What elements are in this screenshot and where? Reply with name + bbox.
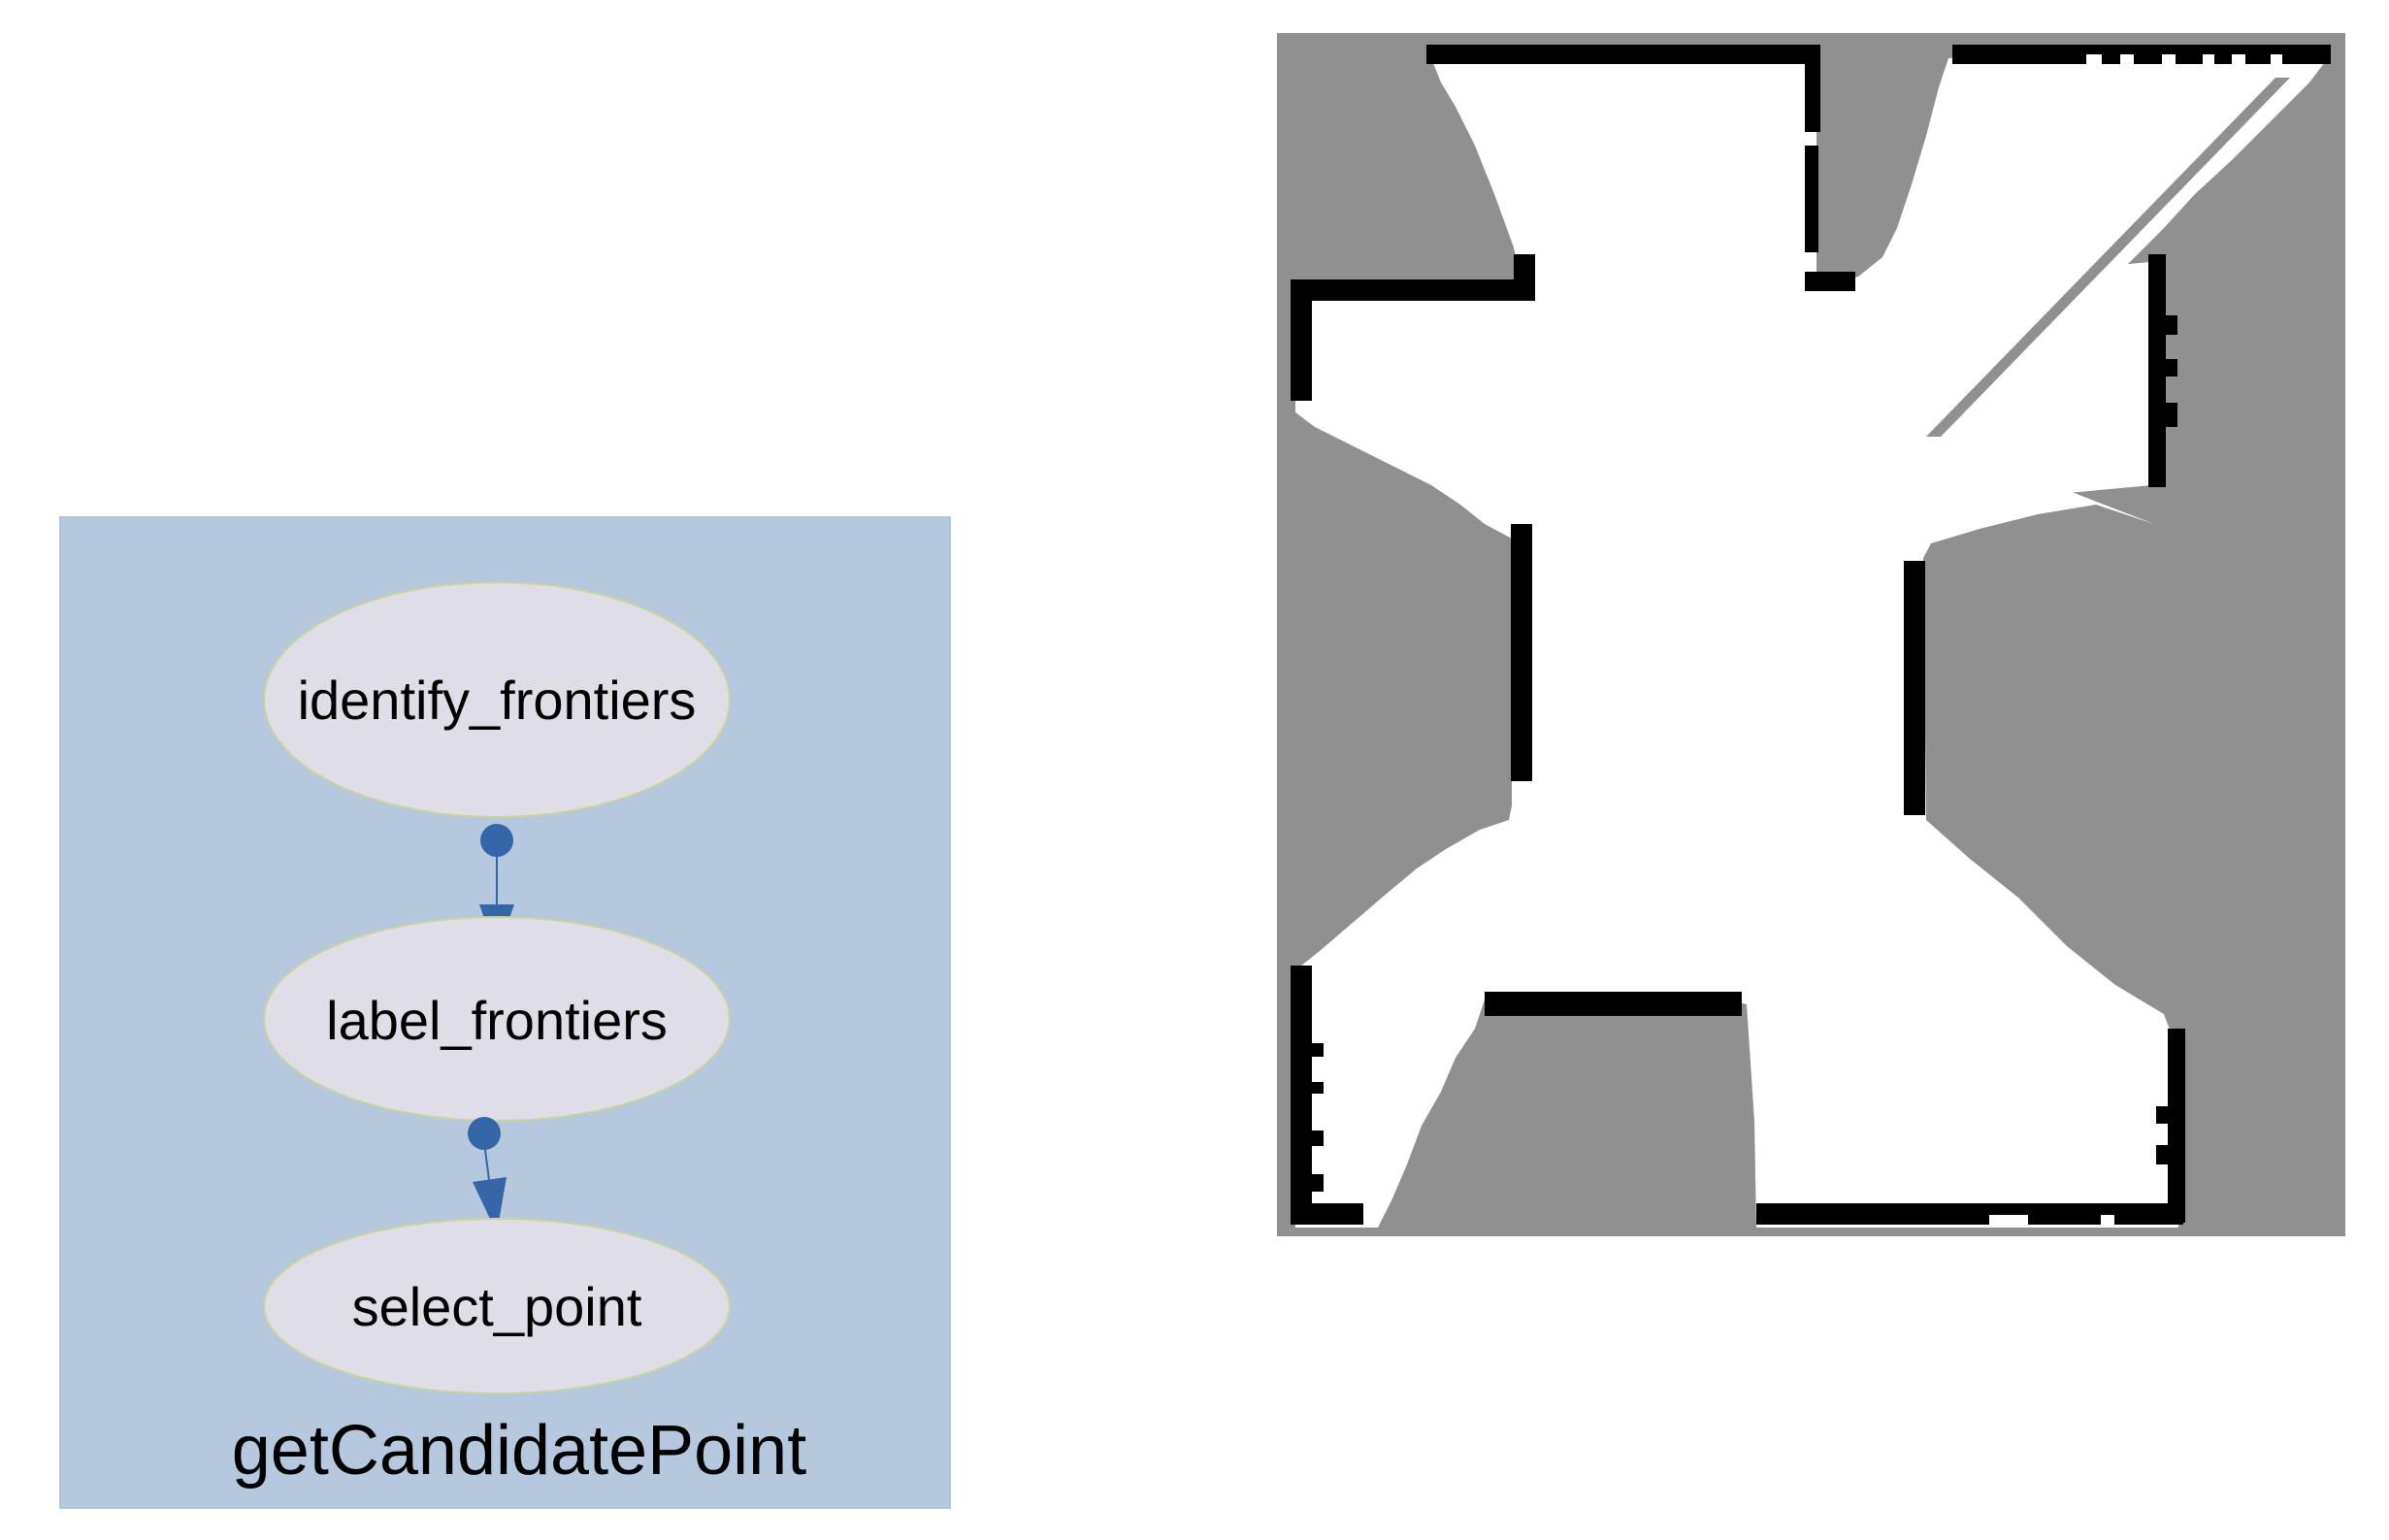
node-select-point[interactable]: select_point [263, 1218, 731, 1394]
node-label-frontiers-shape [263, 916, 731, 1122]
map-unknown-wedge-top [1816, 52, 1950, 283]
cluster-getcandidatepoint: identify_frontiers label_frontiers selec… [59, 516, 951, 1509]
map-unknown-streak [1926, 78, 2290, 437]
node-select-point-label: select_point [352, 1276, 642, 1337]
node-label-frontiers-label: label_frontiers [326, 990, 668, 1051]
node-identify-frontiers[interactable]: identify_frontiers [263, 581, 731, 818]
map-free-corridor [1512, 58, 2152, 553]
edge-line [484, 1149, 490, 1181]
occupancy-grid-map [1277, 33, 2345, 1236]
node-label-frontiers[interactable]: label_frontiers [263, 916, 731, 1122]
node-select-point-shape [263, 1218, 731, 1394]
map-wall-gaps [1989, 54, 2282, 1225]
cluster-title: getCandidatePoint [232, 1412, 806, 1490]
map-walls [1291, 45, 2331, 1225]
node-identify-frontiers-shape [263, 581, 731, 818]
edge-tail-dot [480, 824, 513, 857]
node-identify-frontiers-label: identify_frontiers [298, 670, 697, 731]
edge-tail-dot [468, 1117, 501, 1150]
